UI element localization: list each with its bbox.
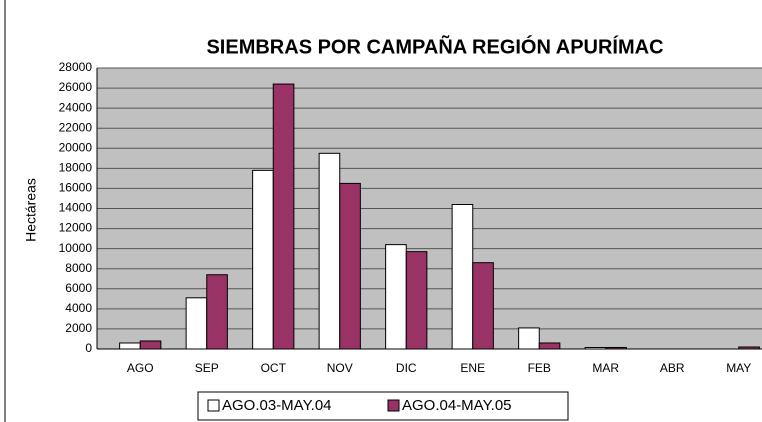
y-tick-label: 10000	[59, 241, 93, 255]
bar	[738, 346, 760, 350]
bar	[538, 342, 561, 350]
legend	[197, 391, 569, 421]
x-tick-label: DIC	[396, 361, 417, 375]
x-tick-label: FEB	[528, 361, 551, 375]
x-tick-label: MAY	[726, 361, 751, 375]
x-tick-label: ENE	[460, 361, 485, 375]
legend-label: AGO.03-MAY.04	[222, 397, 332, 414]
y-tick-label: 26000	[59, 80, 93, 94]
y-tick-label: 16000	[59, 181, 93, 195]
bar	[472, 262, 494, 350]
bar	[272, 83, 295, 350]
bar	[252, 169, 274, 350]
chart-title: SIEMBRAS POR CAMPAÑA REGIÓN APURÍMAC	[206, 34, 663, 58]
y-tick-label: 14000	[59, 201, 93, 215]
x-tick-label: OCT	[261, 361, 287, 375]
x-tick-label: AGO	[127, 361, 154, 375]
y-tick-label: 0	[85, 341, 92, 355]
x-tick-label: ABR	[660, 361, 685, 375]
bar	[318, 152, 341, 350]
y-tick-label: 6000	[65, 281, 92, 295]
bar	[584, 346, 607, 350]
y-tick-label: 18000	[59, 161, 93, 175]
bar	[605, 346, 627, 350]
bar	[518, 327, 540, 350]
y-tick-label: 20000	[59, 140, 93, 154]
bar	[119, 342, 141, 350]
x-tick-label: MAR	[592, 361, 619, 375]
legend-label: AGO.04-MAY.05	[402, 397, 512, 414]
bar	[185, 297, 208, 350]
y-tick-label: 24000	[59, 100, 93, 114]
bar	[385, 244, 407, 350]
legend-swatch	[387, 399, 400, 412]
y-axis-label: Hectáreas	[23, 178, 39, 242]
bar	[405, 251, 428, 350]
x-tick-label: SEP	[195, 361, 219, 375]
x-tick-label: NOV	[327, 361, 353, 375]
y-tick-label: 4000	[65, 301, 92, 315]
y-tick-label: 2000	[65, 321, 92, 335]
y-tick-label: 8000	[65, 261, 92, 275]
bar	[451, 203, 474, 350]
bar	[139, 340, 162, 350]
y-tick-label: 12000	[59, 221, 93, 235]
y-tick-label: 28000	[59, 60, 93, 74]
legend-swatch	[207, 399, 220, 412]
y-tick-label: 22000	[59, 120, 93, 134]
bar	[206, 274, 228, 350]
bar	[339, 182, 361, 350]
